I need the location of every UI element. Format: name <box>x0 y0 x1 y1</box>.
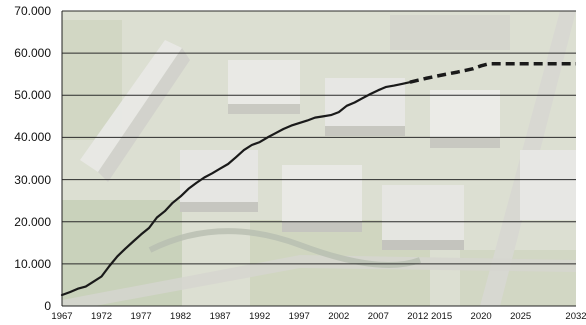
x-tick-label: 1987 <box>210 311 231 322</box>
y-tick-label: 40.000 <box>14 130 51 144</box>
y-tick-labels: 0 10.000 20.000 30.000 40.000 50.000 60.… <box>14 4 51 313</box>
x-tick-label: 2002 <box>328 311 349 322</box>
y-tick-label: 60.000 <box>14 46 51 60</box>
x-tick-label: 2007 <box>368 311 389 322</box>
y-tick-label: 20.000 <box>14 215 51 229</box>
x-tick-label: 1977 <box>131 311 152 322</box>
x-tick-labels: 1967 1972 1977 1982 1987 1992 1997 2002 … <box>51 311 586 322</box>
y-tick-label: 0 <box>44 299 51 313</box>
gridlines <box>62 10 576 265</box>
population-series <box>60 61 576 297</box>
x-tick-label: 2025 <box>510 311 531 322</box>
aerial-photo-background <box>62 11 576 306</box>
y-tick-label: 70.000 <box>14 4 51 18</box>
x-tick-label: 1997 <box>289 311 310 322</box>
x-tick-label: 2012 <box>407 311 428 322</box>
x-tick-label: 2015 <box>431 311 452 322</box>
historical-series-line <box>60 81 411 297</box>
x-tick-label: 2032 <box>565 311 586 322</box>
x-tick-label: 1967 <box>51 311 72 322</box>
x-tick-label: 1972 <box>91 311 112 322</box>
x-tick-label: 2020 <box>471 311 492 322</box>
y-tick-label: 50.000 <box>14 88 51 102</box>
y-tick-label: 30.000 <box>14 173 51 187</box>
x-tick-label: 1992 <box>249 311 270 322</box>
y-tick-label: 10.000 <box>14 257 51 271</box>
forecast-series-line <box>409 61 576 84</box>
x-tick-label: 1982 <box>170 311 191 322</box>
